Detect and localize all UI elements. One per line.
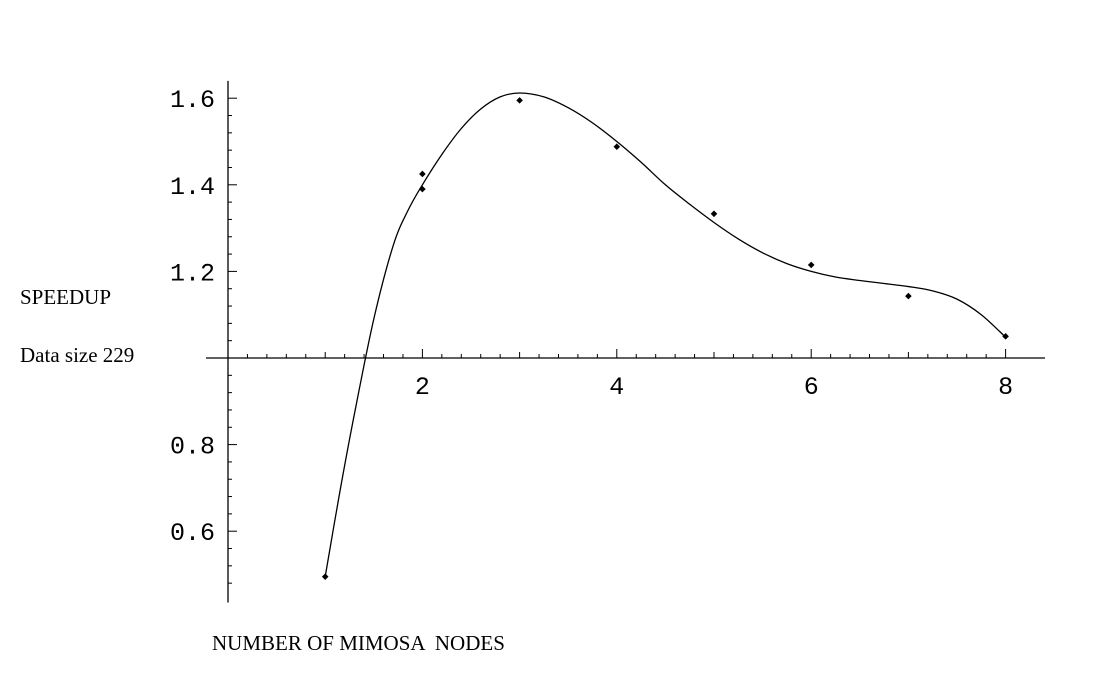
x-tick-label: 8 <box>998 373 1013 402</box>
data-point <box>419 170 426 178</box>
y-tick-label: 0.6 <box>170 519 215 548</box>
x-tick-label: 4 <box>609 373 624 402</box>
y-tick-label: 1.4 <box>170 173 215 202</box>
y-axis-note: Data size 229 <box>20 343 134 367</box>
x-tick-label: 6 <box>804 373 819 402</box>
y-tick-label: 0.8 <box>170 433 215 462</box>
fit-curve <box>324 92 1007 577</box>
x-axis-label: NUMBER OF MIMOSA NODES <box>212 631 505 655</box>
data-points <box>321 97 1009 580</box>
data-point <box>516 97 523 104</box>
y-tick-label: 1.6 <box>170 86 215 115</box>
x-tick-label: 2 <box>415 373 430 402</box>
data-point <box>710 210 718 218</box>
data-point <box>321 573 329 580</box>
tick-labels: 2 4 6 8 0.6 0.8 1.2 1.4 1.6 <box>170 86 1013 548</box>
data-point <box>905 292 912 300</box>
data-point <box>1002 333 1009 340</box>
y-tick-label: 1.2 <box>170 259 215 288</box>
data-point <box>613 143 621 150</box>
data-point <box>807 261 815 269</box>
minor-ticks <box>228 97 1007 584</box>
y-axis-label: SPEEDUP <box>20 285 111 309</box>
axes <box>206 80 1046 603</box>
data-point <box>419 185 426 193</box>
